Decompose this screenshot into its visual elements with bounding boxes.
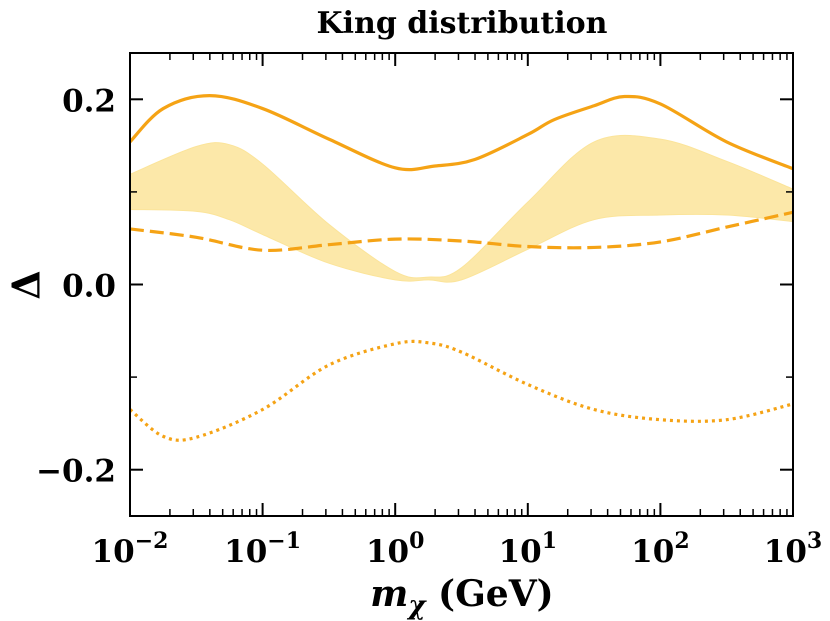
x-tick-label: 103 (764, 528, 822, 570)
band (130, 134, 793, 283)
y-tick-label: −0.2 (36, 454, 116, 490)
y-tick-label: 0.0 (62, 269, 116, 305)
x-axis-label: mχ (GeV) (370, 573, 553, 621)
y-tick-label: 0.2 (62, 83, 116, 119)
line-solid (130, 93, 793, 172)
x-tick-label: 102 (631, 528, 689, 570)
x-tick-label: 10−1 (224, 528, 301, 570)
line-dashed (130, 210, 793, 253)
chart-title: King distribution (317, 6, 608, 41)
y-axis-label: Δ (4, 270, 49, 299)
line-dotted (130, 339, 793, 442)
x-tick-label: 10−2 (92, 528, 169, 570)
x-tick-label: 101 (499, 528, 557, 570)
x-tick-label: 100 (366, 528, 424, 570)
